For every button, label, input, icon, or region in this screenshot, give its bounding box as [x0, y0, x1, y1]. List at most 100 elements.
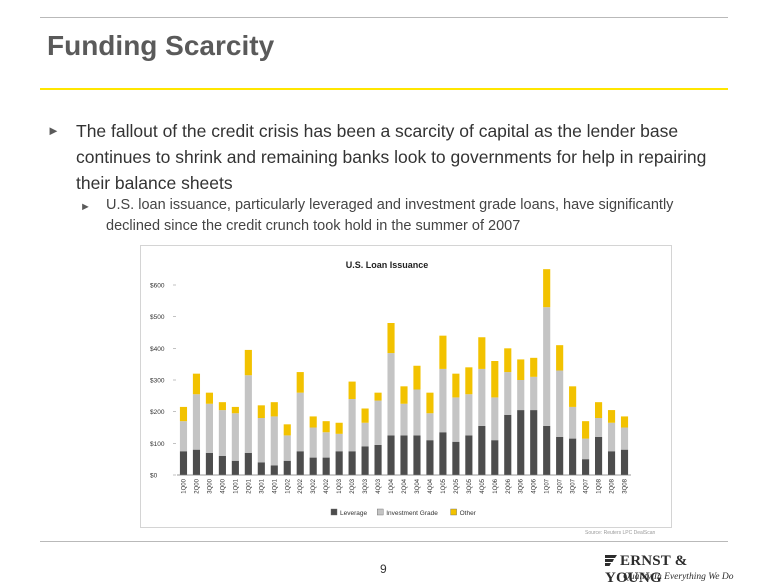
bar-segment-investment-grade — [205, 403, 213, 453]
bar-segment-other — [465, 367, 473, 395]
bars-group — [179, 269, 629, 475]
bar-segment-leverage — [361, 446, 369, 475]
bar-segment-other — [491, 361, 499, 398]
bar-segment-investment-grade — [530, 376, 538, 411]
chart-canvas: U.S. Loan Issuance $0 $100 $200 $300 $400 $50… — [150, 260, 631, 517]
x-tick-label: 2Q08 — [610, 478, 616, 493]
x-tick-label: 1Q07 — [545, 478, 551, 493]
bar-segment-investment-grade — [465, 394, 473, 436]
bar-segment-investment-grade — [620, 427, 629, 450]
x-tick-label: 4Q05 — [480, 478, 486, 493]
y-tick-label: $200 — [150, 409, 165, 416]
bar-segment-leverage — [465, 435, 473, 475]
x-tick-label: 2Q04 — [402, 478, 408, 493]
bar-segment-leverage — [322, 457, 330, 475]
x-tick-label: 3Q08 — [623, 478, 629, 493]
title-underline — [40, 88, 728, 90]
bar-segment-other — [309, 416, 317, 428]
bullet-arrow-icon: ► — [47, 123, 60, 138]
x-tick-label: 1Q04 — [389, 478, 395, 493]
x-tick-label: 1Q05 — [441, 478, 447, 493]
bar-segment-investment-grade — [569, 406, 577, 439]
chart-legend: Leverage Investment Grade Other — [330, 508, 477, 517]
bar-segment-other — [607, 410, 616, 423]
bar-segment-investment-grade — [400, 403, 408, 436]
bar-segment-leverage — [257, 462, 265, 475]
x-tick-label: 2Q02 — [298, 478, 304, 493]
bar-segment-leverage — [205, 452, 213, 475]
bar-segment-other — [569, 386, 577, 407]
legend-swatch — [376, 508, 384, 516]
bar-segment-other — [192, 373, 201, 395]
bullet-primary: The fallout of the credit crisis has bee… — [76, 121, 707, 193]
x-tick-label: 3Q00 — [207, 478, 213, 493]
company-logo: ERNST & YOUNG Quality In Everything We D… — [605, 553, 735, 587]
y-tick-label: $600 — [150, 283, 165, 290]
logo-wordmark: ERNST & YOUNG — [605, 553, 688, 586]
x-tick-label: 1Q06 — [493, 478, 499, 493]
bar-segment-other — [361, 408, 369, 423]
bar-segment-leverage — [426, 440, 434, 475]
x-tick-label: 4Q04 — [428, 478, 434, 493]
bar-segment-investment-grade — [296, 392, 304, 452]
y-tick-label: $300 — [150, 378, 165, 385]
bar-segment-leverage — [270, 465, 278, 475]
x-tick-label: 3Q05 — [467, 478, 473, 493]
y-tick-label: $0 — [150, 473, 158, 480]
bar-segment-leverage — [218, 456, 226, 475]
bar-segment-investment-grade — [439, 368, 447, 433]
bar-segment-investment-grade — [543, 307, 551, 426]
bar-segment-leverage — [309, 457, 317, 475]
bar-segment-investment-grade — [348, 399, 356, 452]
x-tick-label: 1Q00 — [181, 478, 187, 493]
bar-segment-investment-grade — [283, 435, 291, 461]
bar-segment-leverage — [543, 425, 551, 475]
bullet-secondary: U.S. loan issuance, particularly leverag… — [106, 197, 674, 234]
logo-tagline: Quality In Everything We Do — [623, 572, 734, 582]
bar-segment-investment-grade — [517, 380, 525, 411]
bar-segment-other — [620, 416, 629, 428]
loan-issuance-chart: U.S. Loan Issuance $0 $100 $200 $300 $400 $50… — [140, 245, 672, 528]
bar-segment-other — [504, 348, 512, 373]
bar-segment-leverage — [283, 460, 291, 475]
bar-segment-leverage — [244, 452, 252, 475]
bar-segment-leverage — [400, 435, 408, 475]
bar-segment-other — [244, 349, 252, 376]
slide-title: Funding Scarcity — [47, 30, 275, 61]
bar-segment-investment-grade — [607, 422, 616, 452]
bar-segment-leverage — [348, 451, 356, 475]
bar-segment-investment-grade — [270, 416, 278, 466]
bar-segment-leverage — [231, 460, 239, 475]
x-tick-label: 2Q03 — [350, 478, 356, 493]
bar-segment-other — [322, 421, 330, 433]
bar-segment-investment-grade — [452, 397, 460, 442]
bottom-divider — [40, 541, 728, 542]
logo-mark-icon — [605, 555, 617, 566]
bar-segment-other — [582, 421, 590, 439]
x-tick-label: 1Q08 — [597, 478, 603, 493]
bar-segment-other — [413, 365, 421, 390]
y-tick-label: $500 — [150, 314, 165, 321]
x-tick-label: 2Q00 — [194, 478, 200, 493]
bar-segment-leverage — [452, 441, 460, 475]
legend-swatch — [450, 508, 457, 516]
x-tick-label: 3Q01 — [259, 478, 265, 493]
bar-segment-investment-grade — [179, 421, 188, 452]
bar-segment-other — [179, 406, 188, 422]
bar-segment-other — [478, 337, 486, 369]
bar-segment-other — [517, 359, 525, 380]
x-tick-label: 4Q00 — [220, 478, 226, 493]
bar-segment-leverage — [517, 410, 525, 475]
bar-segment-other — [296, 372, 304, 393]
x-tick-label: 3Q04 — [415, 478, 421, 493]
x-tick-label: 3Q03 — [363, 478, 369, 493]
y-tick-label: $100 — [150, 441, 165, 448]
bar-segment-investment-grade — [413, 389, 421, 436]
legend-label: Other — [460, 510, 477, 517]
top-divider — [40, 17, 728, 18]
bar-segment-other — [595, 402, 603, 418]
bar-segment-other — [530, 357, 538, 377]
x-tick-label: 2Q06 — [506, 478, 512, 493]
bar-segment-leverage — [413, 435, 421, 475]
bar-segment-investment-grade — [595, 418, 603, 437]
